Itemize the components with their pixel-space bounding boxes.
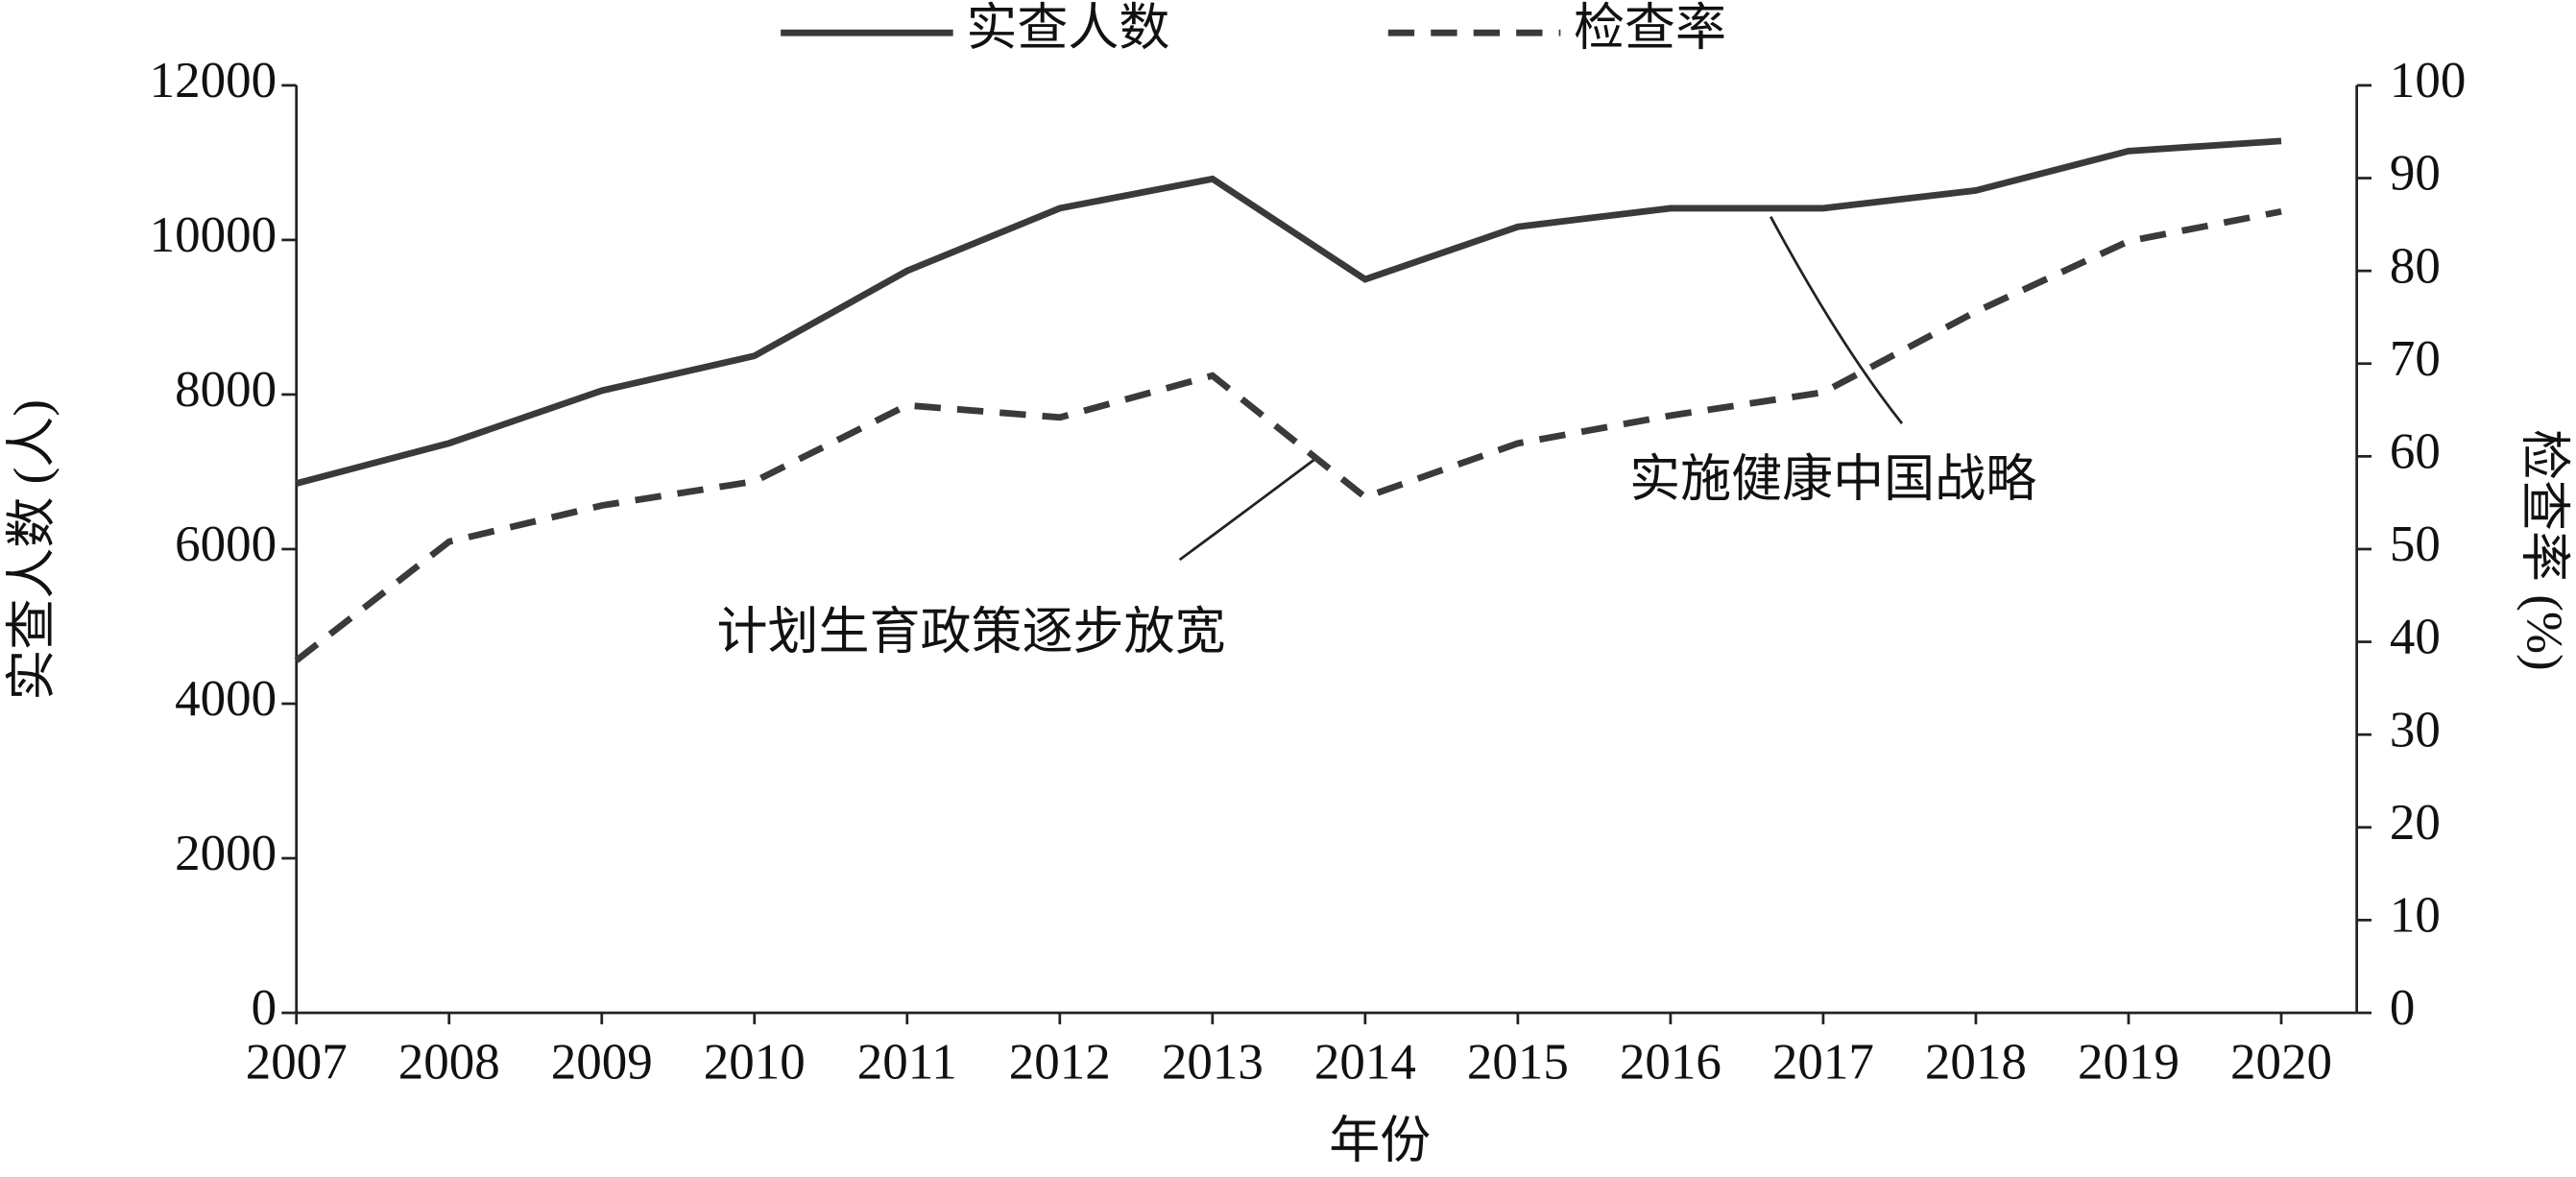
annotation: 实施健康中国战略 (1629, 452, 2036, 508)
legend-label: 实查人数 (966, 0, 1169, 56)
y-tick-label: 0 (252, 980, 277, 1036)
y2-tick-label: 60 (2390, 424, 2441, 480)
y2-tick-label: 100 (2390, 53, 2467, 108)
x-tick-label: 2009 (551, 1035, 653, 1091)
x-tick-label: 2007 (246, 1035, 348, 1091)
annotation-leader (1769, 216, 1904, 425)
x-tick-label: 2014 (1314, 1035, 1416, 1091)
x-tick-label: 2020 (2230, 1035, 2332, 1091)
x-tick-label: 2008 (398, 1035, 500, 1091)
x-tick-label: 2015 (1467, 1035, 1569, 1091)
x-tick-label: 2019 (2078, 1035, 2179, 1091)
x-tick-label: 2017 (1772, 1035, 1874, 1091)
data-line (295, 137, 2282, 487)
y2-tick-label: 80 (2390, 238, 2441, 294)
y2-tick-label: 40 (2390, 610, 2441, 665)
y-tick-label: 2000 (175, 826, 277, 881)
x-tick-label: 2010 (704, 1035, 806, 1091)
y-tick-label: 12000 (150, 53, 277, 108)
y2-tick-label: 0 (2390, 980, 2416, 1036)
y2-tick-label: 90 (2390, 146, 2441, 202)
y2-tick-label: 70 (2390, 331, 2441, 387)
annotation-leader (1178, 458, 1315, 562)
y2-axis-label: 检查率 (%) (2516, 429, 2571, 671)
x-tick-label: 2011 (857, 1035, 957, 1091)
x-tick-label: 2013 (1162, 1035, 1264, 1091)
y2-tick-label: 20 (2390, 795, 2441, 851)
legend-label: 检查率 (1574, 0, 1726, 56)
y2-tick-label: 50 (2390, 516, 2441, 572)
y-axis-label: 实查人数 (人) (5, 399, 60, 701)
y-tick-label: 4000 (175, 671, 277, 727)
x-tick-label: 2012 (1009, 1035, 1111, 1091)
x-axis-label: 年份 (1329, 1114, 1431, 1169)
y-tick-label: 6000 (175, 516, 277, 572)
x-tick-label: 2016 (1620, 1035, 1721, 1091)
y2-tick-label: 30 (2390, 702, 2441, 757)
data-line (294, 207, 2282, 663)
annotation: 计划生育政策逐步放宽 (716, 605, 1225, 661)
y2-tick-label: 10 (2390, 888, 2441, 944)
y-tick-label: 10000 (150, 207, 277, 263)
x-tick-label: 2018 (1925, 1035, 2027, 1091)
y-tick-label: 8000 (175, 362, 277, 418)
